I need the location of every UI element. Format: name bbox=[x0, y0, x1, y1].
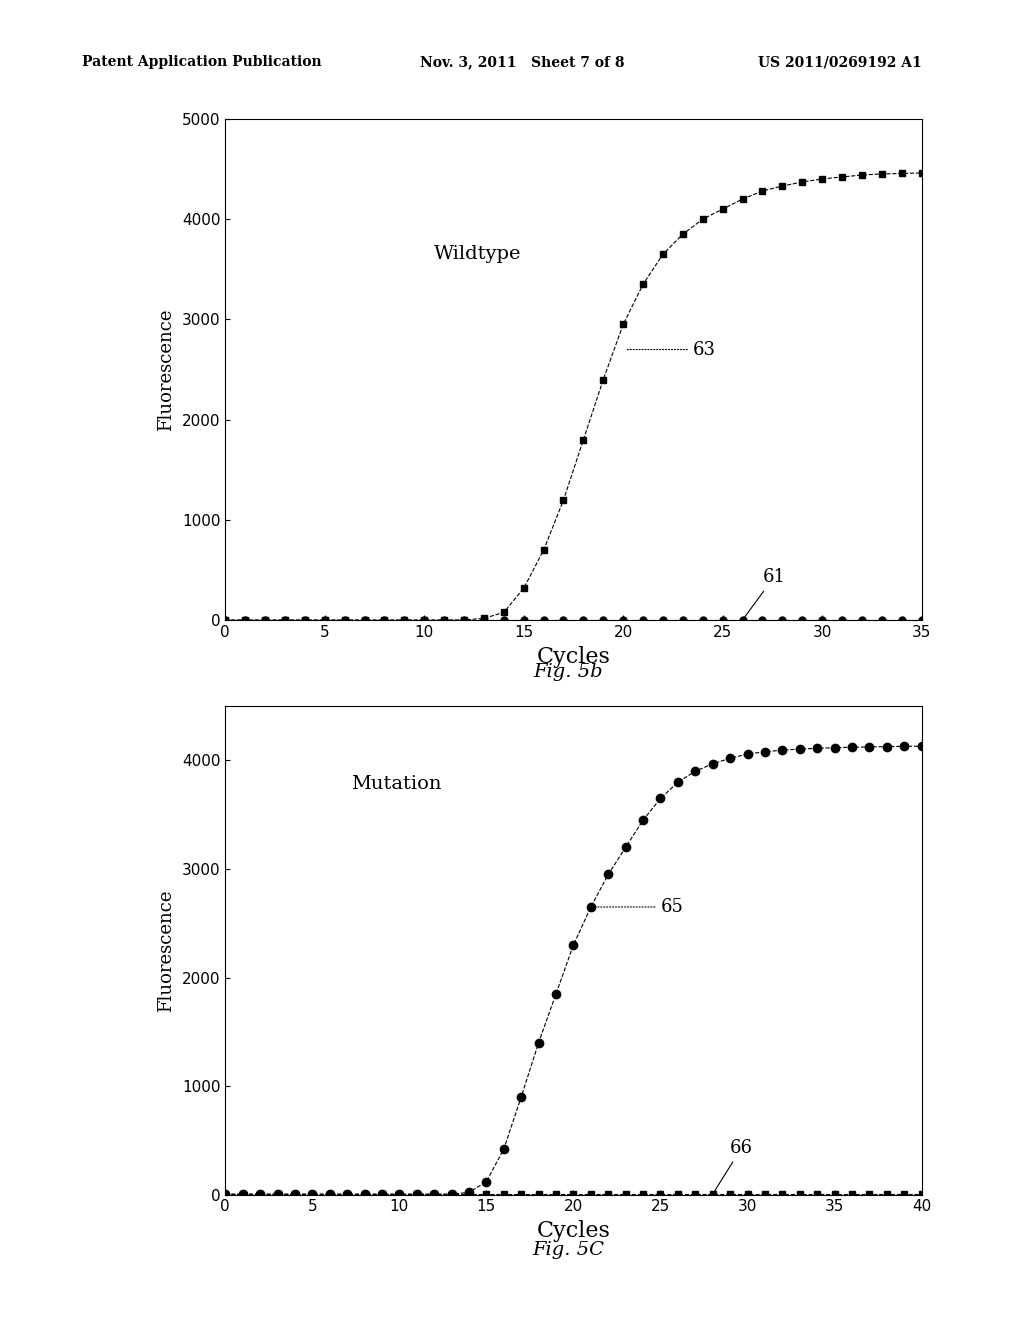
Y-axis label: Fluorescence: Fluorescence bbox=[157, 309, 175, 430]
Text: Mutation: Mutation bbox=[350, 775, 441, 793]
Text: 63: 63 bbox=[626, 341, 716, 359]
Text: 61: 61 bbox=[744, 569, 785, 618]
Text: Wildtype: Wildtype bbox=[434, 246, 521, 263]
Text: Patent Application Publication: Patent Application Publication bbox=[82, 55, 322, 70]
Text: US 2011/0269192 A1: US 2011/0269192 A1 bbox=[758, 55, 922, 70]
Y-axis label: Fluorescence: Fluorescence bbox=[157, 890, 175, 1011]
X-axis label: Cycles: Cycles bbox=[537, 1220, 610, 1242]
Text: Fig. 5C: Fig. 5C bbox=[532, 1241, 604, 1259]
X-axis label: Cycles: Cycles bbox=[537, 645, 610, 668]
Text: Nov. 3, 2011   Sheet 7 of 8: Nov. 3, 2011 Sheet 7 of 8 bbox=[420, 55, 625, 70]
Text: 65: 65 bbox=[594, 898, 683, 916]
Text: Fig. 5b: Fig. 5b bbox=[534, 663, 603, 681]
Text: 66: 66 bbox=[714, 1139, 753, 1192]
